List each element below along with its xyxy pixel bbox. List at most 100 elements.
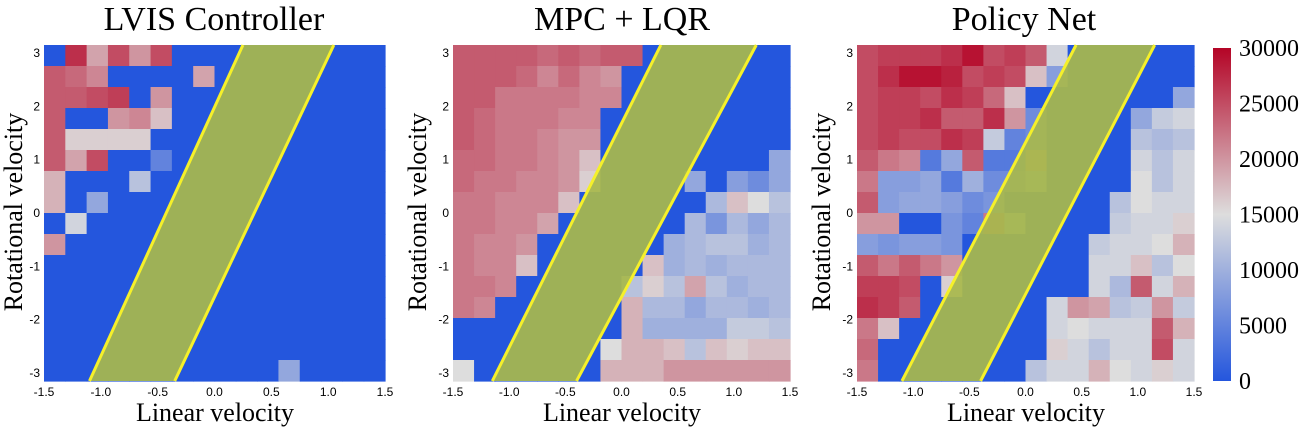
heatmap-cell bbox=[86, 213, 109, 235]
heatmap-cell bbox=[1130, 192, 1153, 214]
heatmap-cell bbox=[453, 45, 475, 67]
heatmap-cell bbox=[107, 108, 130, 130]
heatmap-cell bbox=[214, 360, 237, 382]
heatmap-cell bbox=[878, 297, 900, 319]
heatmap-cell bbox=[1088, 234, 1111, 256]
heatmap-cell bbox=[342, 255, 365, 277]
heatmap-cell bbox=[768, 87, 791, 109]
heatmap-cell bbox=[1151, 297, 1174, 319]
heatmap-cell bbox=[899, 108, 921, 130]
heatmap-cell bbox=[44, 129, 66, 151]
heatmap-cell bbox=[1172, 360, 1195, 382]
heatmap-cell bbox=[1151, 234, 1174, 256]
heatmap-cell bbox=[857, 87, 879, 109]
heatmap-cell bbox=[747, 255, 770, 277]
heatmap-cell bbox=[878, 339, 900, 361]
heatmap-cell bbox=[1172, 129, 1195, 151]
heatmap-cell bbox=[299, 360, 322, 382]
heatmap-cell bbox=[1025, 339, 1048, 361]
heatmap-cell bbox=[1025, 297, 1048, 319]
heatmap-cell bbox=[705, 171, 728, 193]
heatmap-cell bbox=[962, 108, 984, 130]
heatmap-cell bbox=[1109, 213, 1132, 235]
heatmap-cell bbox=[962, 171, 984, 193]
y-tick-label: -3 bbox=[438, 366, 449, 380]
heatmap-cell bbox=[278, 297, 301, 319]
y-tick-label: 3 bbox=[846, 46, 853, 60]
heatmap-cell bbox=[516, 45, 538, 67]
heatmap-cell bbox=[684, 213, 707, 235]
heatmap-cell bbox=[663, 255, 686, 277]
heatmap-cell bbox=[1109, 318, 1132, 340]
heatmap-cell bbox=[150, 87, 173, 109]
heatmap-cell bbox=[705, 276, 728, 298]
heatmap-cell bbox=[65, 87, 88, 109]
heatmap-cell bbox=[579, 129, 602, 151]
heatmap-cell bbox=[899, 171, 921, 193]
y-tick-label: -1 bbox=[438, 259, 449, 273]
heatmap-cell bbox=[1067, 339, 1090, 361]
heatmap-cell bbox=[1109, 129, 1132, 151]
heatmap-cell bbox=[537, 129, 559, 151]
heatmap-cell bbox=[747, 87, 770, 109]
band-edge-left bbox=[88, 44, 245, 382]
heatmap-cell bbox=[107, 234, 130, 256]
heatmap-cell bbox=[65, 150, 88, 172]
y-ticks: 3 2 1 0 -1 -2 -3 bbox=[842, 46, 853, 380]
heatmap-cell bbox=[663, 213, 686, 235]
heatmap-cell bbox=[107, 150, 130, 172]
heatmap-cell bbox=[1151, 150, 1174, 172]
heatmap-cell bbox=[321, 213, 343, 235]
heatmap-cell bbox=[1088, 297, 1111, 319]
heatmap-cell bbox=[537, 87, 559, 109]
heatmap-cell bbox=[342, 360, 365, 382]
heatmap-cell bbox=[768, 213, 791, 235]
heatmap-cell bbox=[278, 255, 301, 277]
heatmap-cell bbox=[342, 213, 365, 235]
heatmap-cell bbox=[962, 66, 984, 88]
heatmap-cell bbox=[150, 45, 173, 67]
heatmap-cell bbox=[1004, 129, 1027, 151]
heatmap-cell bbox=[1172, 234, 1195, 256]
heatmap-cell bbox=[235, 318, 258, 340]
heatmap-cell bbox=[516, 213, 538, 235]
band-edge-left bbox=[490, 44, 663, 382]
heatmap-cell bbox=[747, 108, 770, 130]
heatmap-cell bbox=[1025, 360, 1048, 382]
heatmap-cell bbox=[321, 297, 343, 319]
heatmap-cell bbox=[516, 108, 538, 130]
heatmap-cell bbox=[65, 297, 88, 319]
heatmap-cell bbox=[474, 45, 496, 67]
heatmap-cell bbox=[920, 255, 942, 277]
heatmap-cell bbox=[857, 66, 879, 88]
heatmap-cell bbox=[1172, 45, 1195, 67]
heatmap-cell bbox=[558, 45, 580, 67]
heatmap-cell bbox=[768, 297, 791, 319]
heatmap-cell bbox=[1172, 66, 1195, 88]
heatmap-cell bbox=[1088, 318, 1111, 340]
heatmap-cell bbox=[495, 45, 517, 67]
heatmap-cell bbox=[278, 318, 301, 340]
heatmap-cell bbox=[44, 171, 66, 193]
heatmap-cell bbox=[747, 192, 770, 214]
heatmap-cell bbox=[86, 108, 109, 130]
heatmap-cell bbox=[621, 45, 644, 67]
heatmap-cell bbox=[129, 171, 152, 193]
heatmap-cell bbox=[1172, 150, 1195, 172]
heatmap-cell bbox=[44, 297, 66, 319]
heatmap-cell bbox=[235, 360, 258, 382]
x-tick-label: -1.5 bbox=[847, 385, 868, 399]
heatmap-cell bbox=[878, 318, 900, 340]
heatmap-cell bbox=[474, 213, 496, 235]
heatmap-cell bbox=[495, 66, 517, 88]
y-axis-label: Rotational velocity bbox=[0, 113, 28, 312]
heatmap-cell bbox=[878, 87, 900, 109]
heatmap-cell bbox=[44, 66, 66, 88]
heatmap-cell bbox=[342, 129, 365, 151]
heatmap-cell bbox=[1025, 45, 1048, 67]
x-tick-label: 0.5 bbox=[1073, 385, 1090, 399]
heatmap-cell bbox=[495, 150, 517, 172]
x-tick-label: 1.5 bbox=[1186, 385, 1203, 399]
heatmap-cell bbox=[962, 45, 984, 67]
heatmap-cell bbox=[1046, 339, 1069, 361]
